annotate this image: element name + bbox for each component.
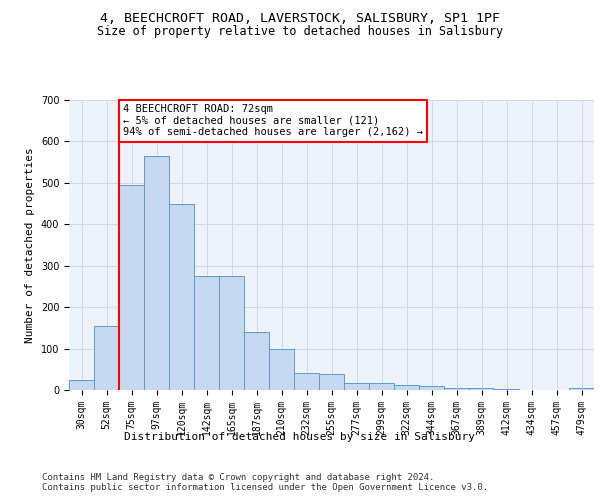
Bar xyxy=(369,383,394,390)
Bar xyxy=(344,383,369,390)
Bar xyxy=(494,389,519,390)
Bar xyxy=(194,276,219,390)
Text: Contains HM Land Registry data © Crown copyright and database right 2024.
Contai: Contains HM Land Registry data © Crown c… xyxy=(42,472,488,492)
Text: Size of property relative to detached houses in Salisbury: Size of property relative to detached ho… xyxy=(97,25,503,38)
Bar xyxy=(394,384,419,390)
Bar xyxy=(169,204,194,390)
Bar xyxy=(244,332,269,390)
Text: 4, BEECHCROFT ROAD, LAVERSTOCK, SALISBURY, SP1 1PF: 4, BEECHCROFT ROAD, LAVERSTOCK, SALISBUR… xyxy=(100,12,500,26)
Bar xyxy=(444,388,469,390)
Bar xyxy=(144,156,169,390)
Y-axis label: Number of detached properties: Number of detached properties xyxy=(25,147,35,343)
Bar xyxy=(294,374,319,390)
Bar xyxy=(569,388,594,390)
Bar xyxy=(269,350,294,390)
Text: Distribution of detached houses by size in Salisbury: Distribution of detached houses by size … xyxy=(125,432,476,442)
Bar xyxy=(419,386,444,390)
Bar xyxy=(219,276,244,390)
Text: 4 BEECHCROFT ROAD: 72sqm
← 5% of detached houses are smaller (121)
94% of semi-d: 4 BEECHCROFT ROAD: 72sqm ← 5% of detache… xyxy=(123,104,423,138)
Bar xyxy=(469,388,494,390)
Bar xyxy=(319,374,344,390)
Bar xyxy=(69,380,94,390)
Bar xyxy=(94,326,119,390)
Bar xyxy=(119,185,144,390)
